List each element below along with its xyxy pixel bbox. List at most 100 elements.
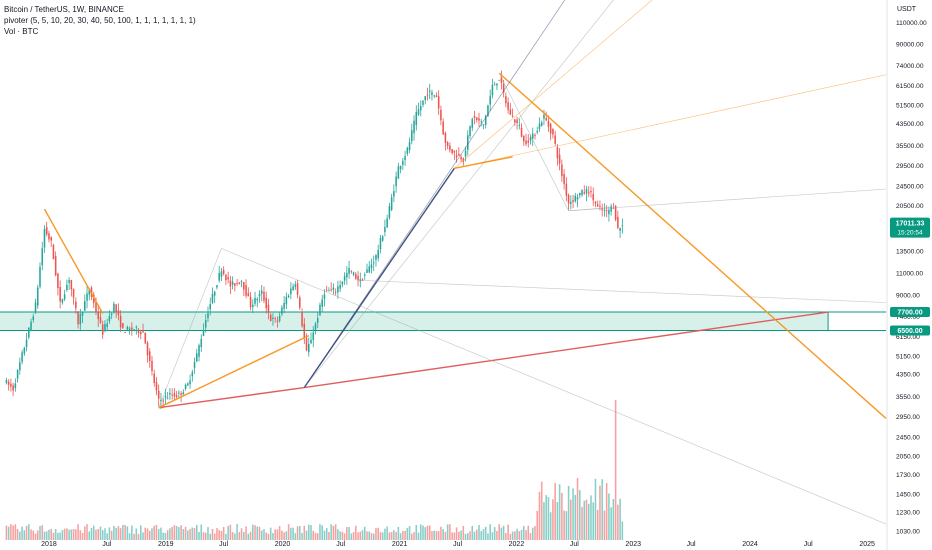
candle-body (323, 294, 326, 299)
volume-bar (171, 526, 173, 540)
volume-bar (122, 524, 124, 540)
candle-body (45, 227, 48, 235)
candle-body (334, 291, 337, 293)
time-tick-label: Jul (102, 541, 111, 548)
candle-body (234, 283, 236, 286)
candle-body (5, 380, 8, 383)
candle-body (511, 115, 514, 117)
pivot-trendline[interactable] (304, 0, 614, 388)
volume-bar (437, 531, 440, 540)
pivot-trendline[interactable] (498, 72, 569, 211)
candle-body (583, 192, 586, 194)
candle-body (388, 206, 391, 219)
volume-bar (570, 499, 572, 540)
volume-bar (307, 524, 310, 540)
volume-bar (119, 528, 122, 540)
volume-bar (325, 528, 328, 540)
candle-body (213, 291, 216, 296)
candle-body (171, 394, 173, 396)
last-price-badge (890, 217, 930, 238)
candle-body (482, 124, 485, 126)
volume-bar (543, 502, 545, 540)
candle-body (220, 271, 223, 277)
volume-bar (348, 527, 350, 540)
volume-bar (516, 528, 518, 540)
volume-bar (169, 528, 171, 540)
pivot-trendline[interactable] (360, 279, 887, 303)
indicator-title[interactable]: pivoter (5, 5, 10, 20, 30, 40, 50, 100, … (4, 16, 196, 25)
volume-bar (263, 529, 265, 540)
candle-body (357, 275, 359, 281)
last-price-label: 17011.33 (896, 221, 925, 228)
candle-body (99, 317, 102, 323)
volume-bar (316, 533, 319, 540)
candle-body (608, 209, 610, 215)
volume-bar (299, 526, 301, 540)
volume-bar (556, 502, 559, 540)
volume-bar (283, 532, 285, 540)
pivot-trendline[interactable] (158, 248, 222, 408)
price-axis[interactable]: 110000.00 90000.00 74000.00 61500.00 51500.0… (896, 20, 927, 536)
volume-bar (552, 499, 554, 540)
time-axis[interactable]: 2018 Jul 2019 Jul 2020 Jul 2021 Jul 2022 Jul 2023 J… (41, 541, 875, 548)
pivot-trendline[interactable] (545, 114, 887, 419)
candle-body (260, 290, 263, 294)
volume-bar (406, 528, 409, 540)
volume-bar (249, 531, 252, 540)
pivot-trendline[interactable] (221, 248, 887, 525)
candle-body (137, 329, 140, 333)
pivot-trendline[interactable] (158, 335, 310, 409)
price-tick-label: 3550.00 (896, 394, 920, 401)
candle-body (402, 160, 404, 165)
candle-body (480, 121, 483, 123)
symbol-title[interactable]: Bitcoin / TetherUS, 1W, BINANCE (4, 5, 124, 14)
price-tick-label: 2450.00 (896, 434, 920, 441)
volume-bar (175, 526, 178, 540)
volume-bar (319, 524, 321, 540)
price-tick-label: 1230.00 (896, 509, 920, 516)
volume-bar (334, 524, 337, 540)
candle-body (487, 105, 489, 117)
pivot-trendline[interactable] (304, 311, 829, 389)
volume-bar (561, 492, 563, 540)
volume-bar (379, 532, 382, 540)
volume-bar (531, 527, 534, 540)
volume-bar (106, 533, 108, 540)
volume-bar (433, 530, 435, 540)
candle-body (579, 192, 581, 196)
volume-bar (484, 526, 487, 540)
volume-bar (292, 527, 294, 540)
volume-bar (487, 533, 489, 540)
volume-bar (415, 524, 418, 540)
volume-bar (608, 493, 610, 540)
pivot-trendline[interactable] (568, 188, 887, 212)
candle-body (144, 332, 147, 344)
volume-bar (59, 532, 61, 540)
pivot-trendline[interactable] (304, 0, 566, 388)
candle-body (419, 106, 422, 111)
volume-bar (45, 531, 48, 540)
pivot-trendline[interactable] (43, 208, 104, 314)
candle-body (444, 132, 447, 143)
candle-body (404, 156, 406, 161)
pivot-trendline[interactable] (454, 74, 887, 169)
candle-body (164, 395, 167, 398)
pivot-trendline[interactable] (454, 0, 653, 169)
volume-bar (79, 530, 82, 540)
candle-body (417, 109, 420, 115)
candle-body (269, 314, 272, 322)
pivot-trendline[interactable] (158, 386, 305, 409)
volume-bar (63, 528, 66, 540)
volume-bar (173, 525, 176, 540)
price-tick-label: 61500.00 (896, 83, 924, 90)
pivot-trendline[interactable] (498, 72, 547, 116)
volume-bar (101, 530, 104, 540)
volume-bar (225, 533, 227, 540)
volume-bar (200, 524, 203, 540)
volume-bar (294, 533, 297, 540)
pivot-trendline[interactable] (303, 167, 455, 388)
volume-title[interactable]: Vol · BTC (4, 27, 39, 36)
candle-body (108, 315, 111, 322)
